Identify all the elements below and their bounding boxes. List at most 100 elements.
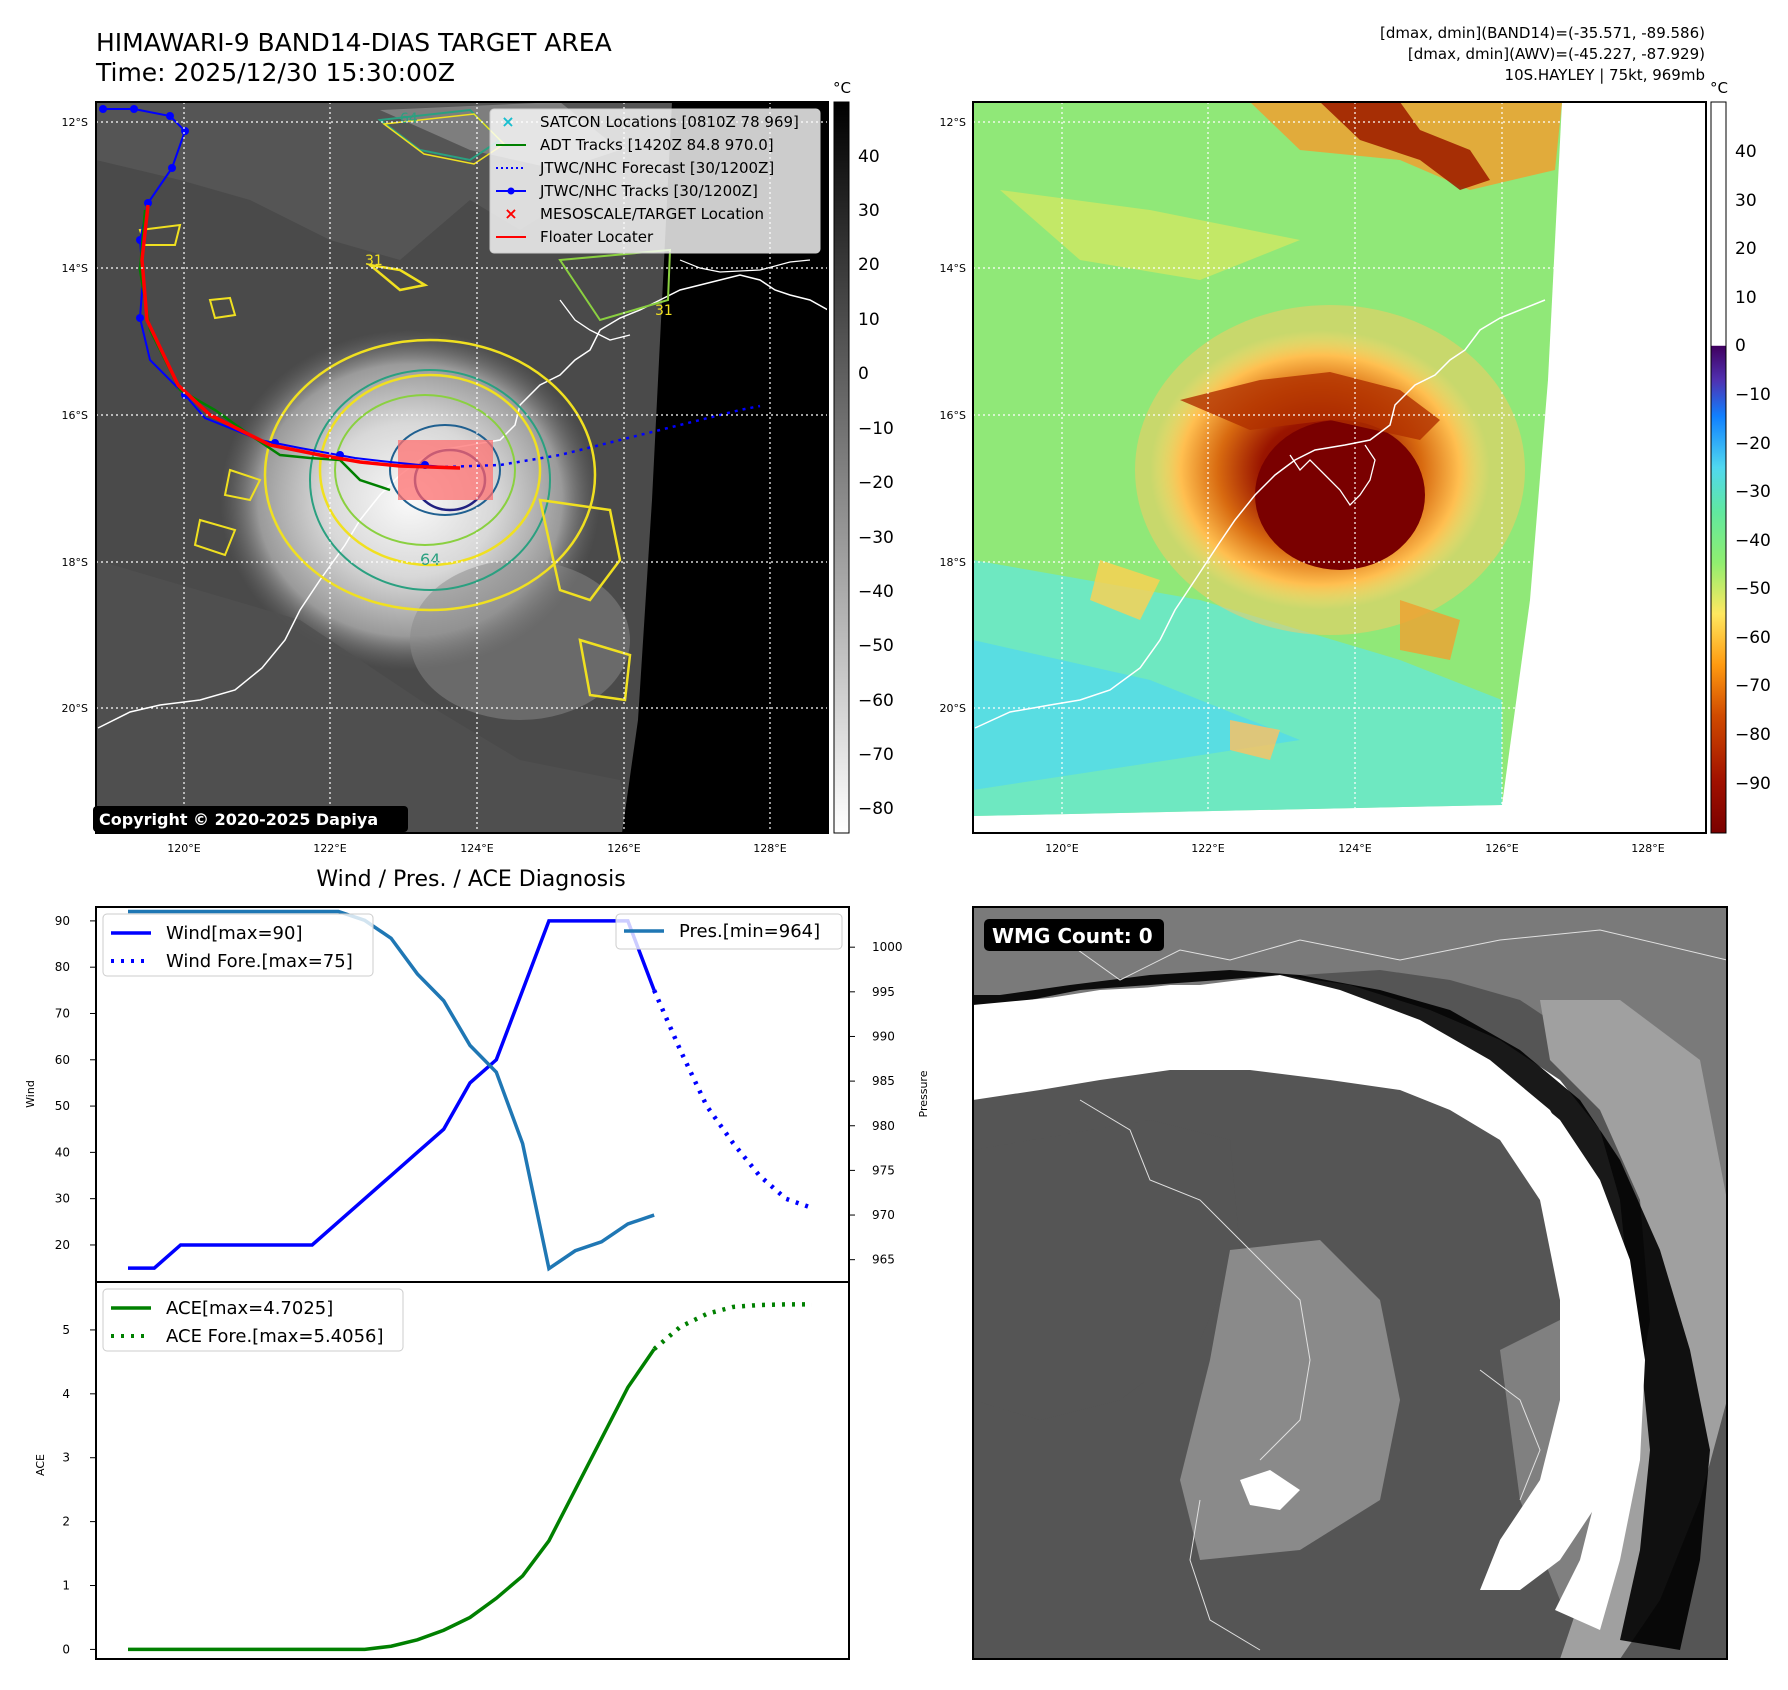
band14-stats: [dmax, dmin](BAND14)=(-35.571, -89.586) bbox=[1380, 24, 1705, 42]
svg-text:122°E: 122°E bbox=[313, 842, 346, 855]
awv-stats: [dmax, dmin](AWV)=(-45.227, -87.929) bbox=[1408, 45, 1705, 63]
wmg-count-label: WMG Count: 0 bbox=[992, 924, 1153, 948]
wmg-panel: WMG Count: 0 bbox=[972, 906, 1728, 1660]
svg-text:12°S: 12°S bbox=[940, 116, 966, 129]
svg-text:126°E: 126°E bbox=[607, 842, 640, 855]
svg-text:−60: −60 bbox=[1735, 628, 1771, 648]
svg-text:−40: −40 bbox=[858, 582, 894, 602]
storm-info: 10S.HAYLEY | 75kt, 969mb bbox=[1505, 66, 1705, 84]
contour-label: 31 bbox=[365, 253, 383, 269]
svg-text:SATCON Locations [0810Z 78 969: SATCON Locations [0810Z 78 969] bbox=[540, 113, 799, 131]
svg-text:20°S: 20°S bbox=[62, 702, 88, 715]
pressure-legend: Pres.[min=964] bbox=[615, 913, 843, 950]
wind-line bbox=[128, 919, 656, 1270]
legend-item-jtwc-forecast: JTWC/NHC Forecast [30/1200Z] bbox=[496, 159, 774, 177]
ir-colorbar bbox=[833, 101, 850, 834]
svg-text:20: 20 bbox=[858, 255, 880, 275]
ace-line bbox=[128, 1348, 656, 1652]
svg-text:18°S: 18°S bbox=[940, 556, 966, 569]
ir-no-data-region bbox=[622, 102, 828, 833]
ir-colorbar-unit: °C bbox=[833, 79, 851, 97]
ace-tick-label: 2 bbox=[62, 1515, 70, 1529]
copyright-text: Copyright © 2020-2025 Dapiya bbox=[99, 810, 378, 829]
svg-text:JTWC/NHC Forecast [30/1200Z]: JTWC/NHC Forecast [30/1200Z] bbox=[539, 159, 774, 177]
ace-tick-label: 1 bbox=[62, 1579, 70, 1593]
wmg-white-ring bbox=[973, 975, 1630, 1590]
svg-text:30: 30 bbox=[1735, 191, 1757, 211]
pressure-tick-label: 965 bbox=[872, 1253, 895, 1267]
svg-text:14°S: 14°S bbox=[62, 262, 88, 275]
svg-text:ADT Tracks [1420Z 84.8 970.0]: ADT Tracks [1420Z 84.8 970.0] bbox=[540, 136, 774, 154]
ace-tick-label: 3 bbox=[62, 1451, 70, 1465]
contour-label: 31 bbox=[655, 303, 673, 319]
wind-y-ticks: 20 30 40 50 60 70 80 90 bbox=[55, 914, 96, 1252]
legend-item-adt: ADT Tracks [1420Z 84.8 970.0] bbox=[496, 136, 774, 154]
figure-time: Time: 2025/12/30 15:30:00Z bbox=[95, 58, 455, 87]
svg-text:128°E: 128°E bbox=[1631, 842, 1664, 855]
svg-text:−70: −70 bbox=[858, 745, 894, 765]
wmg-black-band bbox=[973, 970, 1710, 1650]
svg-text:−50: −50 bbox=[1735, 579, 1771, 599]
legend-item-floater: Floater Locater bbox=[496, 228, 654, 246]
svg-text:40: 40 bbox=[1735, 142, 1757, 162]
svg-text:−20: −20 bbox=[1735, 434, 1771, 454]
diagnosis-title: Wind / Pres. / ACE Diagnosis bbox=[316, 867, 625, 892]
svg-text:10: 10 bbox=[858, 310, 880, 330]
pressure-line bbox=[128, 909, 655, 1272]
svg-text:120°E: 120°E bbox=[167, 842, 200, 855]
wind-tick-label: 30 bbox=[55, 1192, 70, 1206]
svg-text:40: 40 bbox=[858, 147, 880, 167]
svg-text:128°E: 128°E bbox=[753, 842, 786, 855]
pressure-y-ticks: 965 970 975 980 985 990 995 1000 bbox=[849, 940, 903, 1267]
legend-item-satcon: × SATCON Locations [0810Z 78 969] bbox=[501, 112, 799, 131]
svg-text:0: 0 bbox=[858, 364, 869, 384]
svg-text:−60: −60 bbox=[858, 691, 894, 711]
floater-track bbox=[140, 204, 461, 470]
wind-legend: Wind[max=90] Wind Fore.[max=75] bbox=[102, 913, 374, 977]
floater-box bbox=[398, 440, 493, 500]
svg-text:−40: −40 bbox=[1735, 531, 1771, 551]
ir-map-panel: 64 31 31 64 bbox=[62, 79, 894, 855]
wind-pressure-chart: Wind / Pres. / ACE Diagnosis Wind Pressu… bbox=[24, 867, 930, 1283]
ir-colorbar-ticks: 40 30 20 10 0 −10 −20 −30 −40 −50 −60 −7… bbox=[858, 147, 894, 819]
svg-text:30: 30 bbox=[858, 201, 880, 221]
svg-text:18°S: 18°S bbox=[62, 556, 88, 569]
figure-title: HIMAWARI-9 BAND14-DIAS TARGET AREA bbox=[96, 28, 612, 57]
ir-map-frame bbox=[95, 101, 829, 834]
pressure-tick-label: 970 bbox=[872, 1208, 895, 1222]
svg-text:−10: −10 bbox=[1735, 385, 1771, 405]
wind-tick-label: 20 bbox=[55, 1238, 70, 1252]
wind-tick-label: 50 bbox=[55, 1099, 70, 1113]
ir-legend: × SATCON Locations [0810Z 78 969] ADT Tr… bbox=[489, 108, 821, 254]
ir-lat-labels: 12°S 14°S 16°S 18°S 20°S bbox=[62, 116, 88, 715]
svg-text:16°S: 16°S bbox=[940, 409, 966, 422]
legend-pressure: Pres.[min=964] bbox=[679, 921, 820, 942]
contour-label: 64 bbox=[400, 111, 418, 127]
wind-series-group bbox=[128, 909, 813, 1272]
svg-text:−80: −80 bbox=[858, 799, 894, 819]
awv-colorbar bbox=[1710, 101, 1727, 834]
ace-tick-label: 0 bbox=[62, 1642, 70, 1656]
svg-text:10: 10 bbox=[1735, 288, 1757, 308]
legend-item-jtwc-tracks: JTWC/NHC Tracks [30/1200Z] bbox=[496, 182, 758, 200]
wind-tick-label: 60 bbox=[55, 1053, 70, 1067]
ace-tick-label: 5 bbox=[62, 1323, 70, 1337]
ir-lon-labels: 120°E 122°E 124°E 126°E 128°E bbox=[167, 842, 786, 855]
svg-text:−10: −10 bbox=[858, 419, 894, 439]
awv-map-panel: 12°S 14°S 16°S 18°S 20°S 120°E 122°E 124… bbox=[940, 79, 1771, 855]
pressure-tick-label: 980 bbox=[872, 1119, 895, 1133]
jtwc-forecast bbox=[444, 404, 761, 469]
legend-wind-forecast: Wind Fore.[max=75] bbox=[166, 951, 353, 972]
svg-text:−30: −30 bbox=[858, 528, 894, 548]
ace-y-ticks: 0 1 2 3 4 5 bbox=[62, 1323, 96, 1656]
awv-map-frame bbox=[972, 101, 1707, 834]
legend-ace: ACE[max=4.7025] bbox=[166, 1298, 333, 1319]
svg-text:14°S: 14°S bbox=[940, 262, 966, 275]
svg-text:JTWC/NHC Tracks [30/1200Z]: JTWC/NHC Tracks [30/1200Z] bbox=[539, 182, 758, 200]
awv-colorbar-unit: °C bbox=[1710, 79, 1728, 97]
awv-gridlines bbox=[973, 102, 1706, 833]
wind-forecast-line bbox=[652, 989, 813, 1211]
svg-text:20°S: 20°S bbox=[940, 702, 966, 715]
ace-forecast-line bbox=[652, 1302, 812, 1351]
svg-text:×: × bbox=[501, 112, 514, 131]
